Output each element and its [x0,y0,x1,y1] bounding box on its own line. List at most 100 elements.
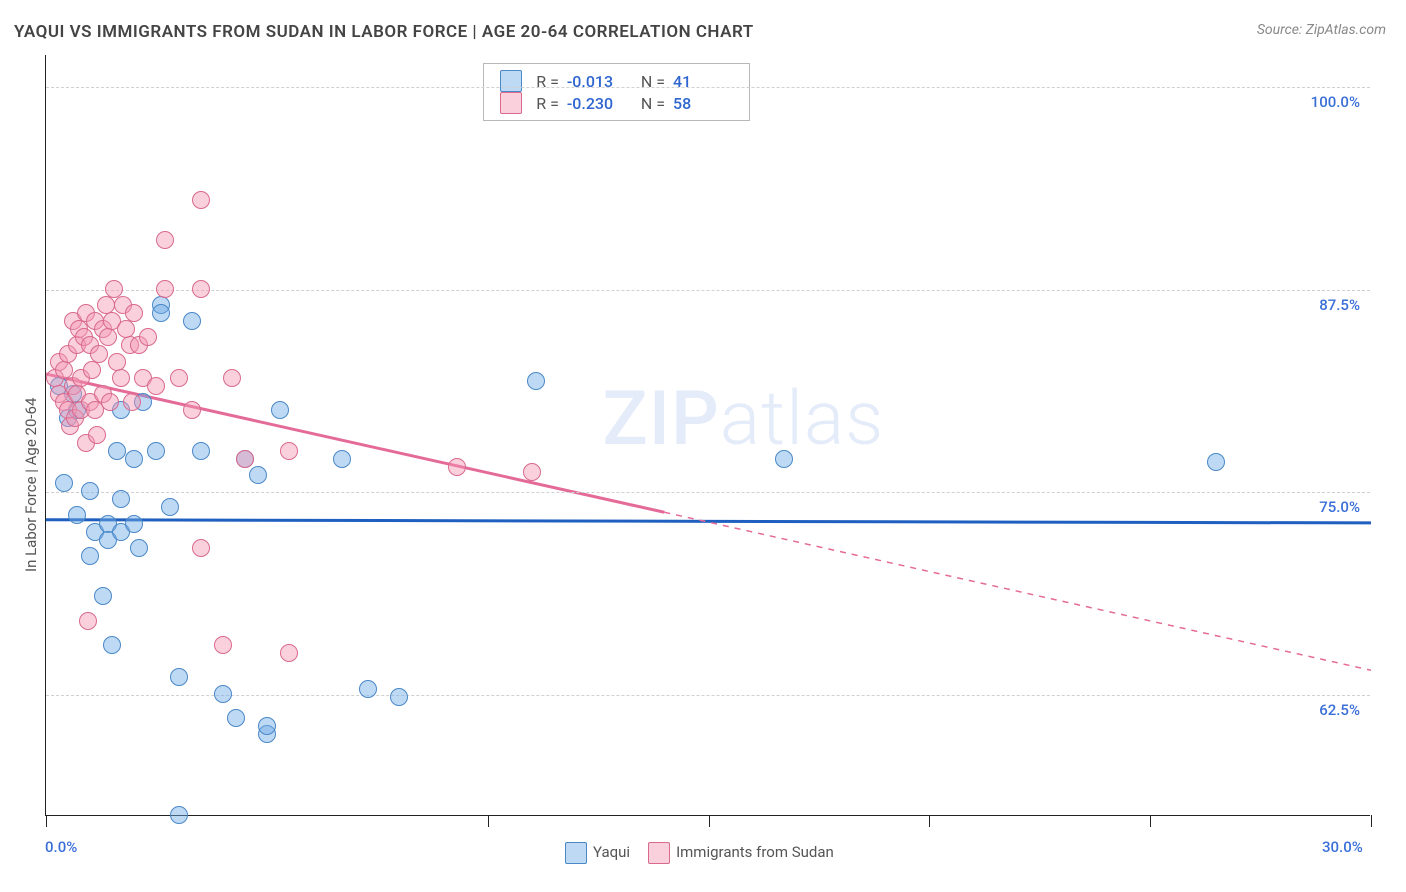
legend-stats-box: R = -0.013N = 41 R = -0.230 N = 58 [483,63,750,121]
y-axis-label: In Labor Force | Age 20-64 [22,398,40,572]
scatter-point [117,320,135,338]
scatter-point [83,361,101,379]
scatter-point [156,280,174,298]
scatter-point [81,482,99,500]
legend-r-value: -0.230 [567,94,627,113]
gridline-h [46,695,1370,696]
scatter-point [223,369,241,387]
x-tick [488,815,489,827]
source-attribution: Source: ZipAtlas.com [1257,22,1386,38]
scatter-point [236,450,254,468]
scatter-point [55,361,73,379]
y-tick-label: 62.5% [1319,701,1360,719]
legend-n-value: 58 [673,94,733,113]
scatter-point [333,450,351,468]
x-axis-label-right: 30.0% [1322,838,1363,856]
scatter-point [123,393,141,411]
scatter-point [147,442,165,460]
legend-swatch [500,70,522,92]
scatter-point [90,345,108,363]
scatter-point [258,717,276,735]
scatter-point [101,393,119,411]
x-tick [1371,815,1372,827]
x-axis-label-left: 0.0% [45,838,77,856]
y-tick-label: 100.0% [1311,93,1360,111]
chart-container: YAQUI VS IMMIGRANTS FROM SUDAN IN LABOR … [0,0,1406,892]
scatter-point [156,231,174,249]
scatter-point [1207,453,1225,471]
scatter-point [775,450,793,468]
legend-stats-row: R = -0.230 N = 58 [500,92,733,114]
legend-n-label: N = [641,94,665,113]
x-tick [46,815,47,827]
trend-lines-svg [46,55,1371,816]
scatter-point [112,490,130,508]
gridline-h [46,492,1370,493]
scatter-point [527,372,545,390]
scatter-point [390,688,408,706]
scatter-point [161,498,179,516]
scatter-point [103,636,121,654]
legend-r-label: R = [536,94,559,113]
scatter-point [112,369,130,387]
scatter-point [125,304,143,322]
scatter-point [214,685,232,703]
scatter-point [280,644,298,662]
scatter-point [192,442,210,460]
scatter-point [147,377,165,395]
legend-swatch [500,92,522,114]
scatter-point [359,680,377,698]
scatter-point [94,587,112,605]
scatter-point [192,539,210,557]
gridline-h [46,87,1370,88]
scatter-point [125,450,143,468]
trend-line [46,520,1371,523]
scatter-point [448,458,466,476]
scatter-point [152,304,170,322]
plot-area: ZIPatlas R = -0.013N = 41 R = -0.230 N = 5… [45,55,1370,816]
scatter-point [170,369,188,387]
x-tick [929,815,930,827]
bottom-legend-item: Yaqui [565,842,630,864]
scatter-point [249,466,267,484]
scatter-point [170,806,188,824]
scatter-point [214,636,232,654]
legend-swatch [648,842,670,864]
watermark-b: atlas [720,375,884,463]
bottom-legend: Yaqui Immigrants from Sudan [565,842,834,864]
scatter-point [125,515,143,533]
scatter-point [192,280,210,298]
legend-swatch [565,842,587,864]
watermark-a: ZIP [603,375,720,463]
scatter-point [271,401,289,419]
scatter-point [192,191,210,209]
legend-stats-row: R = -0.013N = 41 [500,70,733,92]
trend-line-extrapolated [664,512,1371,670]
watermark: ZIPatlas [603,375,885,463]
scatter-point [183,312,201,330]
scatter-point [227,709,245,727]
scatter-point [105,280,123,298]
scatter-point [523,463,541,481]
scatter-point [88,426,106,444]
scatter-point [81,547,99,565]
bottom-legend-item: Immigrants from Sudan [648,842,834,864]
scatter-point [108,353,126,371]
scatter-point [280,442,298,460]
series-name: Yaqui [593,843,630,861]
scatter-point [68,506,86,524]
gridline-h [46,290,1370,291]
x-tick [709,815,710,827]
scatter-point [79,612,97,630]
scatter-point [183,401,201,419]
scatter-point [170,668,188,686]
y-tick-label: 75.0% [1319,498,1360,516]
x-tick [1150,815,1151,827]
scatter-point [108,442,126,460]
scatter-point [55,474,73,492]
scatter-point [99,328,117,346]
scatter-point [130,539,148,557]
series-name: Immigrants from Sudan [676,843,834,861]
chart-title: YAQUI VS IMMIGRANTS FROM SUDAN IN LABOR … [14,22,754,42]
y-tick-label: 87.5% [1319,296,1360,314]
